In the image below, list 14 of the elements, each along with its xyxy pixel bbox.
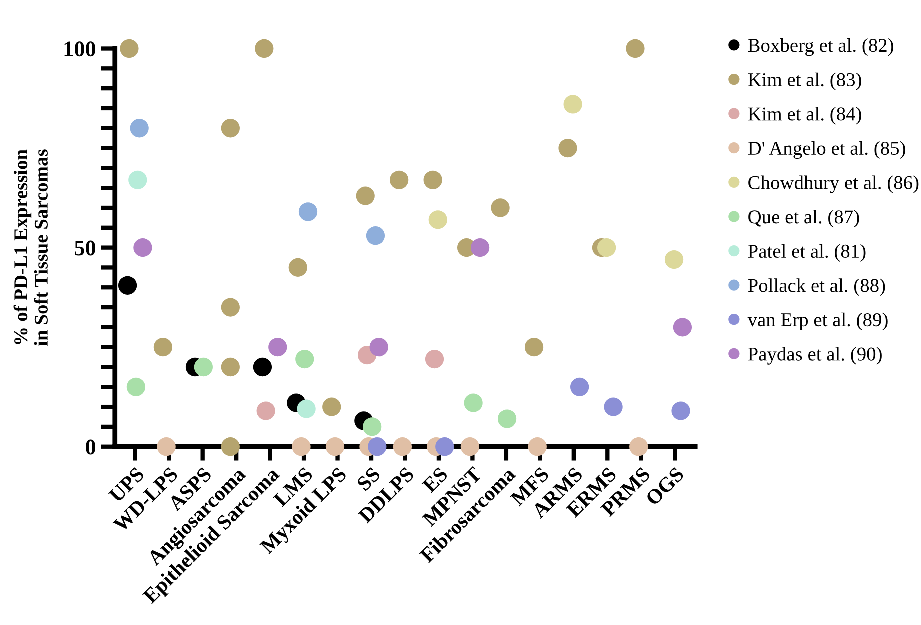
y-axis-title: % of PD-L1 Expression in Soft Tissue Sarcomas: [14, 150, 48, 346]
y-tick-label: 50: [75, 240, 96, 256]
legend-label: Patel et al. (81): [748, 244, 866, 262]
legend-label: Kim et al. (84): [748, 107, 862, 125]
y-tick-label: 100: [64, 42, 96, 57]
legend-label: D' Angelo et al. (85): [748, 141, 906, 160]
legend-label: van Erp et al. (89): [748, 312, 888, 331]
y-tick-label: 0: [86, 440, 96, 455]
legend-label: Chowdhury et al. (86): [748, 176, 919, 194]
legend-label: Paydas et al. (90): [748, 347, 882, 365]
legend-label: Que et al. (87): [748, 210, 860, 228]
legend-label: Pollack et al. (88): [748, 278, 886, 296]
legend-label: Kim et al. (83): [748, 72, 862, 90]
legend-label: Boxberg et al. (82): [748, 38, 894, 56]
